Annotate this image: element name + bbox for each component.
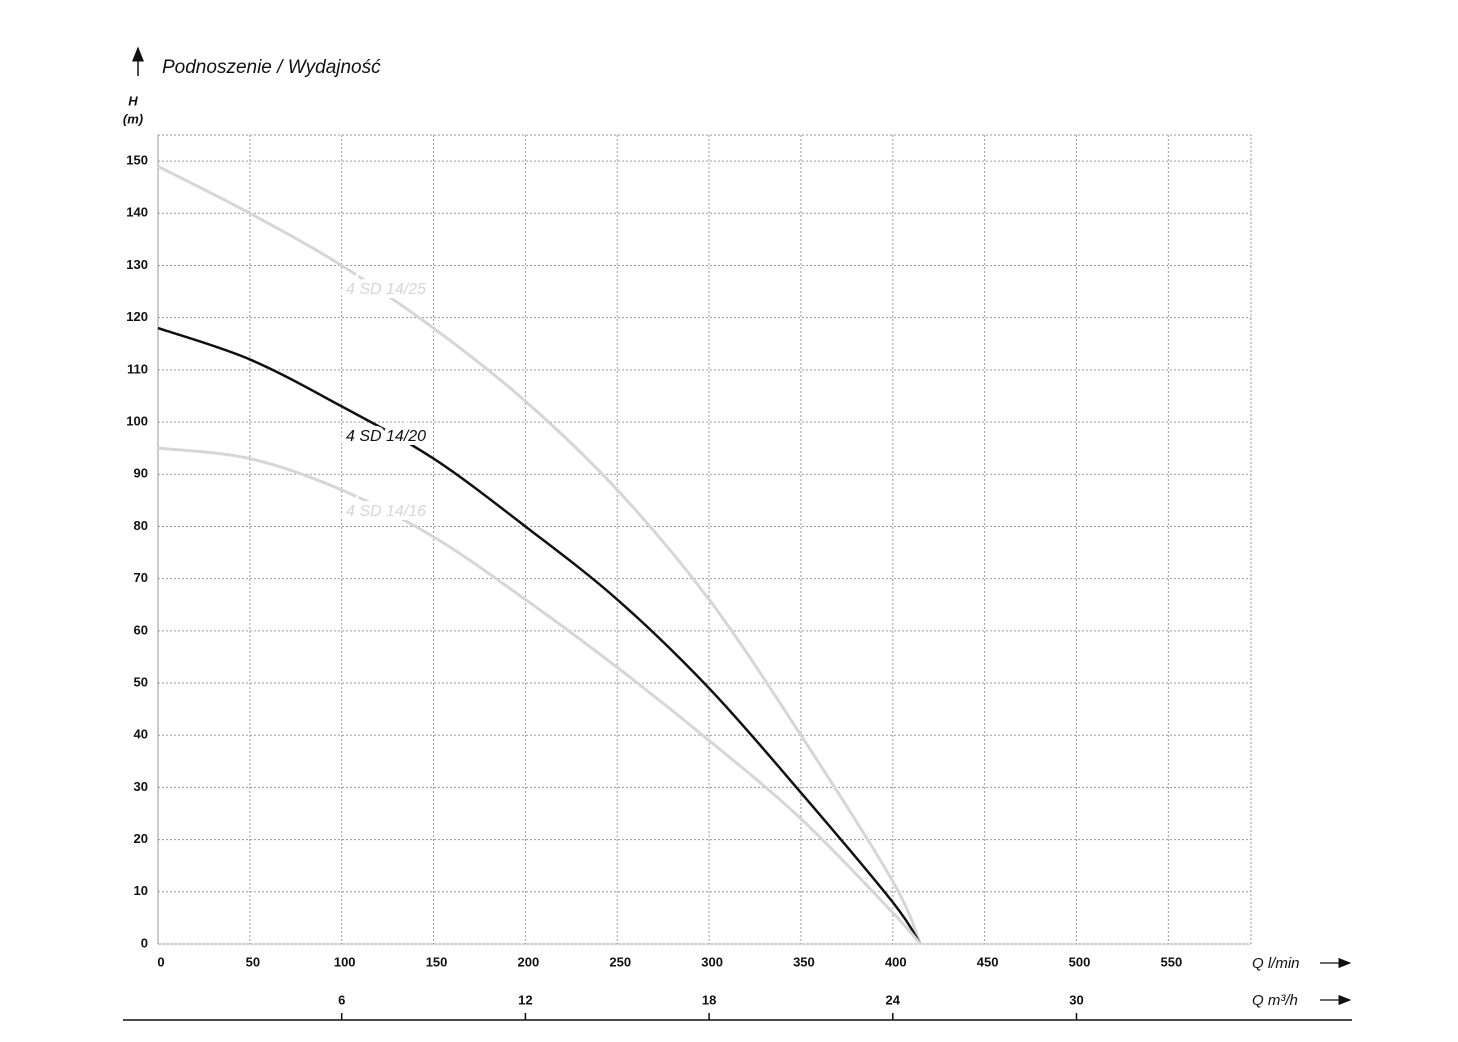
y-tick-label: 100: [126, 414, 148, 429]
y-tick-label: 90: [134, 466, 148, 481]
x2-tick-label: 24: [886, 992, 901, 1007]
y-tick-label: 150: [126, 153, 148, 168]
x-tick-label: 350: [793, 954, 815, 969]
y-tick-label: 110: [127, 361, 148, 376]
x-label: Q l/min: [1252, 955, 1300, 972]
series-label: 4 SD 14/20: [346, 428, 426, 445]
x-tick-label: 500: [1069, 954, 1091, 969]
y-tick-label: 40: [134, 727, 148, 742]
series-label: 4 SD 14/16: [346, 503, 426, 520]
x-tick-label: 550: [1160, 954, 1182, 969]
series-label: 4 SD 14/25: [346, 281, 426, 298]
x-tick-label: 450: [977, 954, 999, 969]
x2-tick-label: 30: [1069, 992, 1083, 1007]
y-tick-label: 140: [126, 205, 148, 220]
y-tick-label: 120: [126, 309, 148, 324]
x-tick-label: 300: [701, 954, 723, 969]
x2-tick-label: 12: [518, 992, 532, 1007]
x2-tick-label: 6: [338, 992, 345, 1007]
y-tick-label: 0: [141, 935, 148, 950]
y-tick-label: 50: [134, 674, 148, 689]
y-tick-label: 10: [134, 883, 148, 898]
y-label: H: [128, 93, 138, 108]
x-tick-label: 0: [157, 954, 164, 969]
y-tick-label: 70: [134, 570, 148, 585]
y-tick-label: 30: [134, 779, 148, 794]
y-tick-label: 130: [126, 257, 148, 272]
chart-title: Podnoszenie / Wydajność: [162, 57, 381, 78]
y-tick-label: 20: [134, 831, 148, 846]
x-tick-label: 100: [334, 954, 356, 969]
x-tick-label: 250: [609, 954, 631, 969]
x-tick-label: 200: [518, 954, 540, 969]
y-unit: (m): [123, 111, 143, 126]
x-tick-label: 50: [246, 954, 260, 969]
series-line: [157, 164, 922, 945]
x2-label: Q m³/h: [1252, 992, 1298, 1009]
x-tick-label: 400: [885, 954, 907, 969]
x2-tick-label: 18: [702, 992, 716, 1007]
series-line: [157, 326, 922, 945]
x-tick-label: 150: [426, 954, 448, 969]
plot-frame: [157, 134, 1252, 945]
y-tick-label: 80: [134, 518, 148, 533]
y-tick-label: 60: [134, 622, 148, 637]
series-line: [157, 446, 922, 945]
